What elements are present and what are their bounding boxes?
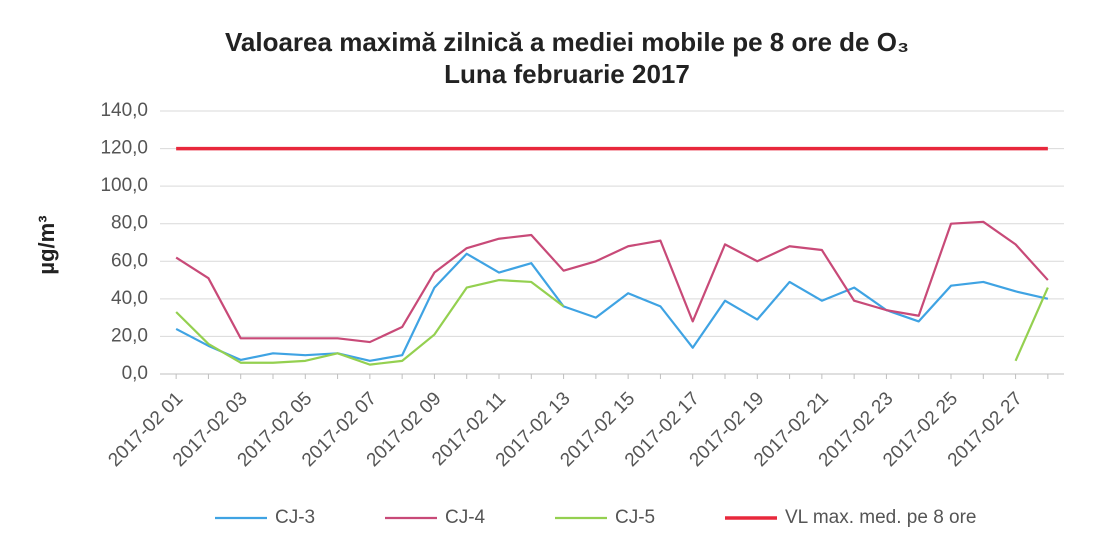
y-tick-label: 40,0 xyxy=(111,288,148,309)
legend-label: CJ-5 xyxy=(615,507,655,528)
legend-label: CJ-4 xyxy=(445,507,486,528)
y-axis-label: µg/m³ xyxy=(34,215,59,274)
y-tick-label: 0,0 xyxy=(122,363,148,384)
series-line xyxy=(175,278,1049,366)
chart-title: Valoarea maximă zilnică a mediei mobile … xyxy=(225,27,909,57)
y-tick-label: 60,0 xyxy=(111,250,148,271)
series-line xyxy=(175,252,1049,362)
series-line xyxy=(175,220,1049,344)
legend-label: VL max. med. pe 8 ore xyxy=(785,507,977,528)
y-tick-label: 120,0 xyxy=(100,138,148,159)
legend-label: CJ-3 xyxy=(275,507,315,528)
y-tick-label: 80,0 xyxy=(111,213,148,234)
y-tick-label: 140,0 xyxy=(100,100,148,121)
y-tick-label: 20,0 xyxy=(111,325,148,346)
y-tick-label: 100,0 xyxy=(100,175,148,196)
chart-subtitle: Luna februarie 2017 xyxy=(444,59,690,89)
